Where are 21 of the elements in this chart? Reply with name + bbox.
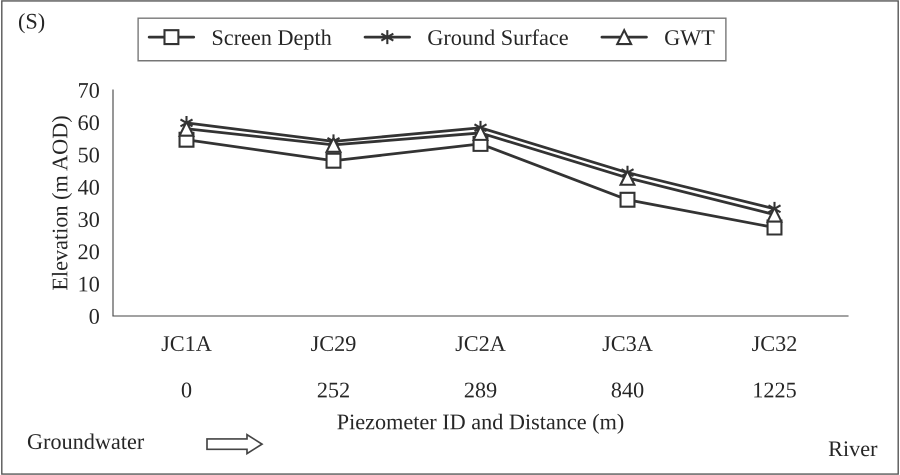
y-tick-label: 70	[79, 82, 99, 98]
y-axis-title: Elevation (m AOD)	[52, 116, 72, 290]
category-label: JC32 1225	[752, 336, 796, 398]
y-tick-label: 40	[78, 180, 99, 195]
y-tick-label: 10	[80, 276, 99, 292]
y-tick-label: 30	[78, 212, 99, 228]
legend-label: GWT	[665, 30, 714, 46]
category-label: JC3A 840	[602, 336, 653, 398]
legend-label: Screen Depth	[212, 29, 332, 50]
y-tick-label: 50	[78, 148, 99, 162]
legend-label: Ground Surface	[428, 29, 568, 46]
category-label: JC29 252	[311, 336, 356, 398]
y-tick-label: 20	[78, 244, 99, 260]
category-label: JC1A 0	[162, 336, 212, 398]
y-tick-label: 0	[90, 308, 99, 324]
x-axis-title: Piezometer ID and Distance (m)	[337, 414, 624, 434]
category-label: JC2A 289	[456, 336, 506, 398]
y-tick-label: 60	[78, 115, 99, 130]
text: River	[828, 441, 878, 456]
text: Groundwater	[28, 433, 144, 450]
text: (S)	[18, 13, 44, 34]
